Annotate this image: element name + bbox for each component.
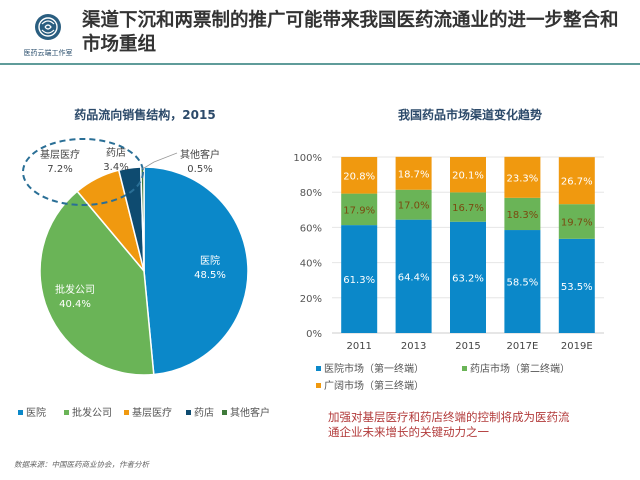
bar-segment: [450, 157, 486, 193]
y-tick-label: 40%: [300, 259, 322, 270]
bar-segment: [395, 156, 432, 190]
pie-label-name: 基层医疗: [40, 150, 80, 161]
x-tick-label: 2013: [401, 341, 426, 352]
logo-emblem-icon: [35, 14, 61, 40]
bar-legend-item: 药店市场（第二终端）: [462, 360, 570, 375]
bar-segment: [450, 192, 486, 222]
pie-chart-title: 药品流向销售结构，2015: [74, 108, 216, 122]
legend-label: 广阔市场（第三终端）: [324, 381, 424, 392]
legend-label: 药店市场（第二终端）: [470, 364, 570, 375]
page-title: 渠道下沉和两票制的推广可能带来我国医药流通业的进一步整合和市场重组: [82, 10, 619, 55]
leader-line: [142, 152, 178, 170]
bar-data-label: 64.4%: [398, 272, 430, 283]
legend-swatch-icon: [222, 409, 227, 415]
pie-label-value: 0.5%: [187, 164, 213, 175]
highlight-ellipse: [22, 138, 144, 206]
bar-segment: [558, 238, 595, 333]
bar-segment: [558, 204, 595, 239]
bar-data-label: 58.5%: [507, 278, 539, 289]
legend-swatch-icon: [186, 409, 191, 415]
bar-segment: [504, 230, 541, 333]
legend-swatch-icon: [316, 365, 321, 371]
legend-swatch-icon: [316, 382, 321, 388]
bar-data-label: 18.3%: [507, 210, 539, 221]
bar-segment: [558, 157, 595, 205]
pie-slice-1: [39, 190, 155, 376]
pie-legend-item: 药店: [186, 404, 214, 419]
pie-label-name: 医院: [200, 256, 220, 267]
bar-data-label: 23.3%: [507, 173, 539, 184]
pie-label-name: 其他客户: [180, 150, 220, 161]
pie-legend-item: 医院: [18, 404, 46, 419]
bar-data-label: 16.7%: [452, 203, 484, 214]
pie-label-0: 医院 48.5%: [180, 255, 240, 283]
logo-text: 医药云端工作室: [23, 49, 73, 57]
x-tick-label: 2015: [455, 341, 480, 352]
bar-data-label: 17.9%: [343, 205, 375, 216]
y-tick-label: 80%: [300, 188, 322, 199]
y-tick-label: 20%: [300, 294, 322, 305]
x-tick-label: 2017E: [507, 341, 539, 352]
legend-label: 批发公司: [72, 408, 112, 419]
header-divider: [0, 63, 640, 65]
pie-label-value: 48.5%: [194, 270, 226, 281]
caption-line-2: 通企业未来增长的关键动力之一: [328, 425, 489, 439]
pie-label-value: 40.4%: [59, 299, 91, 310]
legend-label: 医院市场（第一终端）: [324, 364, 424, 375]
pie-label-2: 基层医疗 7.2%: [30, 149, 90, 177]
bar-data-label: 61.3%: [343, 275, 375, 286]
bar-segment: [504, 197, 541, 231]
y-tick-label: 100%: [293, 153, 322, 164]
bar-legend-item: 医院市场（第一终端）: [316, 360, 424, 375]
bar-segment: [341, 157, 378, 194]
pie-legend-item: 批发公司: [64, 404, 112, 419]
legend-swatch-icon: [18, 409, 23, 415]
bar-data-label: 18.7%: [398, 169, 430, 180]
bar-data-label: 53.5%: [561, 282, 593, 293]
pie-chart: [22, 138, 249, 376]
pie-label-name: 药店: [106, 148, 126, 159]
bar-segment: [395, 219, 432, 333]
pie-label-1: 批发公司 40.4%: [45, 284, 105, 312]
legend-label: 其他客户: [230, 408, 270, 419]
y-tick-label: 60%: [300, 223, 322, 234]
bar-data-label: 20.1%: [452, 171, 484, 182]
bar-data-label: 19.7%: [561, 218, 593, 229]
bar-data-label: 26.7%: [561, 177, 593, 188]
bar-segment: [395, 189, 432, 220]
pie-legend-item: 其他客户: [222, 404, 270, 419]
bar-segment: [341, 193, 378, 226]
bar-segment: [504, 156, 541, 198]
pie-label-4: 其他客户 0.5%: [170, 149, 230, 177]
bar-data-label: 17.0%: [398, 201, 430, 212]
legend-swatch-icon: [64, 409, 69, 415]
pie-label-name: 批发公司: [55, 285, 95, 296]
legend-label: 基层医疗: [132, 408, 172, 419]
bar-segment: [341, 225, 378, 333]
bar-segment: [450, 221, 486, 333]
pie-label-value: 7.2%: [47, 164, 73, 175]
legend-label: 医院: [26, 408, 46, 419]
legend-swatch-icon: [462, 365, 467, 371]
legend-label: 药店: [194, 408, 214, 419]
legend-swatch-icon: [124, 409, 129, 415]
pie-legend-item: 基层医疗: [124, 404, 172, 419]
pie-label-value: 3.4%: [103, 162, 129, 173]
x-tick-label: 2011: [346, 341, 371, 352]
pie-label-3: 药店 3.4%: [86, 147, 146, 175]
logo: 医药云端工作室: [20, 12, 76, 57]
bar-data-label: 63.2%: [452, 273, 484, 284]
source-footnote: 数据来源：中国医药商业协会，作者分析: [14, 460, 149, 469]
y-tick-label: 0%: [306, 329, 322, 340]
bar-chart-title: 我国药品市场渠道变化趋势: [397, 108, 542, 122]
caption-line-1: 加强对基层医疗和药店终端的控制将成为医药流: [328, 410, 570, 424]
bar-data-label: 20.8%: [343, 171, 375, 182]
pie-slice-0: [143, 166, 249, 376]
x-tick-label: 2019E: [561, 341, 593, 352]
caption: 加强对基层医疗和药店终端的控制将成为医药流 通企业未来增长的关键动力之一: [328, 410, 628, 440]
bar-chart: 0% 20% 40% 60% 80% 100% 61.3% 17.9% 20.8% 2011 64.…: [293, 153, 604, 352]
bar-legend-item: 广阔市场（第三终端）: [316, 377, 424, 392]
